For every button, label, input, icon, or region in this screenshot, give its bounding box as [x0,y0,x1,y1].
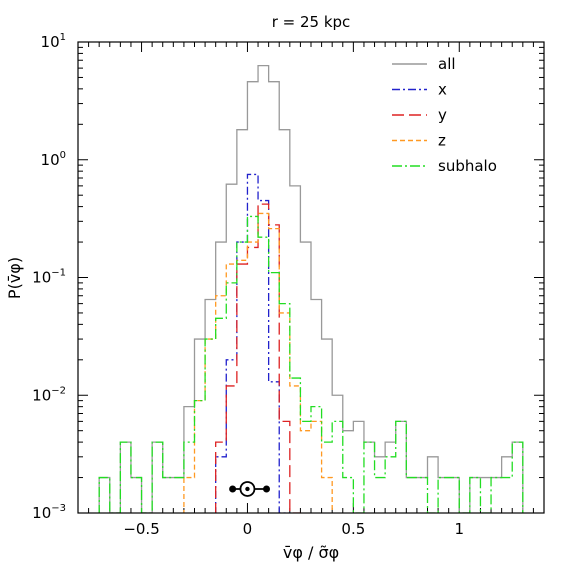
legend-y-label: y [438,106,447,124]
y-tick-label: 100 [41,150,66,169]
series-subhalo-line [98,215,524,513]
y-tick-label: 10−2 [32,385,66,404]
sun-symbol-dot [245,486,250,492]
chart-title: r = 25 kpc [272,13,351,31]
x-tick-label: 0 [243,520,253,538]
legend-all-label: all [438,55,456,73]
y-tick-label: 101 [41,32,66,51]
legend: all xyz subhalo [392,55,497,175]
series-x-line [215,173,291,513]
x-tick-label: 0.5 [341,520,365,538]
tick-labels: −0.5 0 0.5 1 10−3 10−2 10−1 100 101 [32,32,464,538]
x-tick-label: −0.5 [123,520,159,538]
x-tick-label: 1 [454,520,464,538]
x-axis-label: v̄φ / σ̃φ [283,543,339,562]
series-layer [98,64,524,513]
legend-z-label: z [438,132,446,150]
y-axis-label: P(v̄φ) [5,257,24,299]
sun-marker-errorbar-end-high [263,485,271,493]
y-tick-label: 10−3 [32,503,66,522]
sun-marker-errorbar-end-low [229,485,237,493]
legend-x-label: x [438,81,447,99]
series-all-line [98,64,524,513]
y-tick-label: 10−1 [32,268,66,287]
legend-subhalo-label: subhalo [438,157,497,175]
plot-frame [77,41,545,514]
sun-marker [229,481,271,497]
